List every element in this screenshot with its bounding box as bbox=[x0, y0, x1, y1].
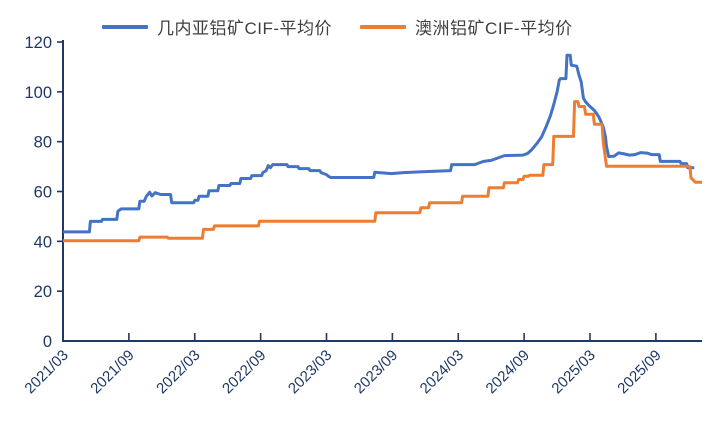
x-axis-label: 2024/09 bbox=[483, 347, 533, 397]
y-axis-label: 40 bbox=[34, 233, 52, 251]
legend-line-swatch-orange bbox=[360, 24, 407, 29]
y-axis-label: 0 bbox=[43, 333, 52, 351]
legend-label-australia: 澳洲铝矿CIF-平均价 bbox=[415, 19, 573, 38]
legend-item-guinea: 几内亚铝矿CIF-平均价 bbox=[102, 14, 332, 39]
y-axis-label: 60 bbox=[34, 184, 52, 202]
legend-label-guinea: 几内亚铝矿CIF-平均价 bbox=[157, 19, 333, 38]
y-axis-label: 20 bbox=[34, 283, 52, 301]
x-axis-label: 2021/03 bbox=[21, 347, 71, 397]
legend-line-swatch-blue bbox=[102, 24, 148, 29]
x-axis-label: 2022/03 bbox=[153, 347, 203, 397]
series-line-guinea bbox=[63, 53, 695, 234]
x-axis-label: 2021/09 bbox=[87, 347, 137, 397]
series-line-australia bbox=[63, 100, 702, 243]
x-axis-label: 2024/03 bbox=[417, 347, 467, 397]
y-axis-label: 100 bbox=[24, 84, 52, 102]
y-axis-label: 120 bbox=[24, 34, 52, 52]
legend-item-australia: 澳洲铝矿CIF-平均价 bbox=[360, 14, 573, 39]
x-axis-label: 2023/03 bbox=[285, 347, 335, 397]
x-axis-label: 2025/03 bbox=[548, 347, 598, 397]
x-axis-label: 2022/09 bbox=[219, 347, 269, 397]
x-axis-label: 2023/09 bbox=[351, 347, 401, 397]
x-axis-label: 2025/09 bbox=[614, 347, 664, 397]
chart-legend: 几内亚铝矿CIF-平均价 澳洲铝矿CIF-平均价 bbox=[102, 14, 573, 39]
y-axis-label: 80 bbox=[34, 134, 52, 152]
